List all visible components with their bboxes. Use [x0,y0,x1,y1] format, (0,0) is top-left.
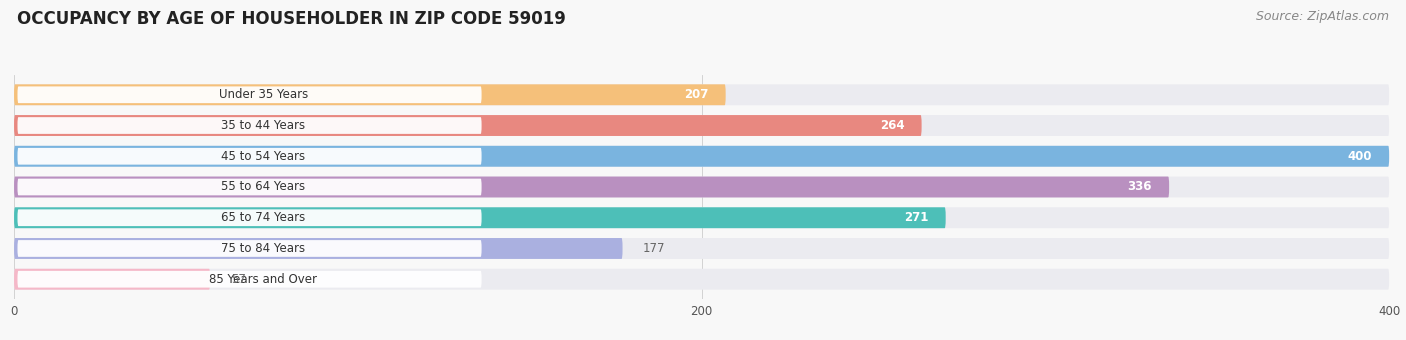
FancyBboxPatch shape [14,115,921,136]
FancyBboxPatch shape [17,117,482,134]
Text: 85 Years and Over: 85 Years and Over [209,273,318,286]
Text: 35 to 44 Years: 35 to 44 Years [221,119,305,132]
FancyBboxPatch shape [14,238,623,259]
Text: 57: 57 [231,273,246,286]
Text: 400: 400 [1347,150,1372,163]
FancyBboxPatch shape [14,238,1389,259]
Text: 271: 271 [904,211,928,224]
FancyBboxPatch shape [14,146,1389,167]
Text: 45 to 54 Years: 45 to 54 Years [221,150,305,163]
Text: Under 35 Years: Under 35 Years [219,88,308,101]
Text: Source: ZipAtlas.com: Source: ZipAtlas.com [1256,10,1389,23]
Text: 75 to 84 Years: 75 to 84 Years [221,242,305,255]
FancyBboxPatch shape [14,269,209,290]
Text: 207: 207 [685,88,709,101]
FancyBboxPatch shape [14,207,946,228]
Text: 65 to 74 Years: 65 to 74 Years [221,211,305,224]
FancyBboxPatch shape [14,115,1389,136]
FancyBboxPatch shape [14,176,1389,198]
FancyBboxPatch shape [14,84,725,105]
Text: 177: 177 [643,242,665,255]
FancyBboxPatch shape [14,146,1389,167]
FancyBboxPatch shape [14,207,1389,228]
Text: 55 to 64 Years: 55 to 64 Years [221,181,305,193]
FancyBboxPatch shape [17,86,482,103]
FancyBboxPatch shape [17,148,482,165]
Text: 336: 336 [1128,181,1152,193]
FancyBboxPatch shape [14,176,1170,198]
FancyBboxPatch shape [17,271,482,288]
FancyBboxPatch shape [17,209,482,226]
FancyBboxPatch shape [17,178,482,195]
FancyBboxPatch shape [14,84,1389,105]
Text: 264: 264 [880,119,904,132]
FancyBboxPatch shape [17,240,482,257]
FancyBboxPatch shape [14,269,1389,290]
Text: OCCUPANCY BY AGE OF HOUSEHOLDER IN ZIP CODE 59019: OCCUPANCY BY AGE OF HOUSEHOLDER IN ZIP C… [17,10,565,28]
